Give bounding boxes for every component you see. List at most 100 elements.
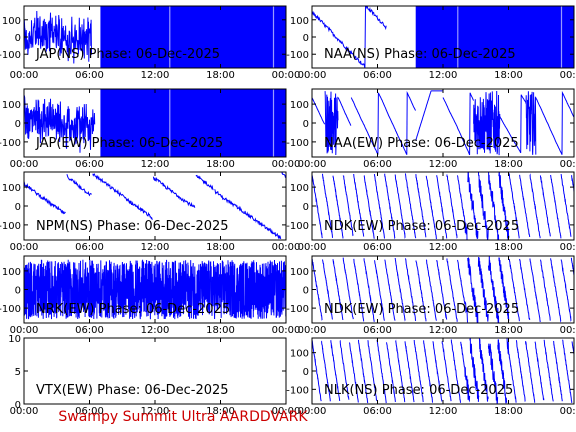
x-tick-label: 00:00 bbox=[560, 70, 576, 81]
series-line bbox=[312, 6, 387, 68]
x-tick-label: 12:00 bbox=[429, 159, 458, 170]
x-tick-label: 00:00 bbox=[272, 70, 301, 81]
x-tick-label: 18:00 bbox=[494, 325, 523, 336]
y-tick-label: 0 bbox=[15, 202, 21, 213]
panel-ndk-ew-2: 100 0 -100 00:00 06:00 12:00 18:00 00:00 NDK(EW)… bbox=[286, 255, 576, 336]
x-tick-label: 12:00 bbox=[141, 325, 170, 336]
y-tick-label: -100 bbox=[286, 385, 309, 396]
series-line bbox=[24, 95, 96, 153]
panel-nrk-ew: 100 0 -100 00:00 06:00 12:00 18:00 00:00 NRK(EW)… bbox=[0, 255, 301, 336]
x-tick-label: 06:00 bbox=[75, 242, 104, 253]
x-tick-label: 12:00 bbox=[141, 70, 170, 81]
x-tick-label: 00:00 bbox=[560, 242, 576, 253]
saturated-trace bbox=[100, 89, 286, 157]
y-tick-label: -100 bbox=[286, 50, 309, 61]
x-tick-label: 12:00 bbox=[429, 242, 458, 253]
trace-ndk-ew-1 bbox=[312, 172, 574, 240]
x-tick-label: 00:00 bbox=[10, 159, 39, 170]
y-tick-label: 10 bbox=[8, 334, 21, 345]
x-tick-label: 00:00 bbox=[298, 70, 327, 81]
y-tick-label: 0 bbox=[303, 202, 309, 213]
x-tick-label: 00:00 bbox=[10, 325, 39, 336]
saturated-trace bbox=[100, 6, 286, 68]
x-tick-label: 18:00 bbox=[494, 242, 523, 253]
y-tick-label: 0 bbox=[15, 33, 21, 44]
gap-mark bbox=[169, 6, 171, 68]
panel-title: NDK(EW) Phase: 06-Dec-2025 bbox=[324, 219, 519, 234]
panel-title: NPM(NS) Phase: 06-Dec-2025 bbox=[36, 219, 229, 234]
x-tick-label: 12:00 bbox=[141, 406, 170, 417]
x-tick-label: 00:00 bbox=[560, 159, 576, 170]
x-tick-label: 00:00 bbox=[298, 242, 327, 253]
x-tick-label: 00:00 bbox=[298, 325, 327, 336]
x-tick-label: 06:00 bbox=[363, 159, 392, 170]
trace-nrk-ew bbox=[24, 259, 286, 320]
y-tick-label: 0 bbox=[303, 119, 309, 130]
x-tick-label: 12:00 bbox=[429, 406, 458, 417]
y-tick-label: 100 bbox=[290, 349, 309, 360]
panel-title: JAP(EW) Phase: 06-Dec-2025 bbox=[35, 136, 223, 151]
y-tick-label: -100 bbox=[286, 304, 309, 315]
y-tick-label: -100 bbox=[0, 138, 21, 149]
station-footer: Swampy Summit Ultra AARDDVARK bbox=[58, 409, 308, 425]
y-tick-label: 0 bbox=[303, 286, 309, 297]
panel-title: VTX(EW) Phase: 06-Dec-2025 bbox=[36, 383, 229, 398]
y-tick-label: 100 bbox=[2, 267, 21, 278]
x-tick-label: 06:00 bbox=[363, 242, 392, 253]
x-tick-label: 06:00 bbox=[75, 70, 104, 81]
series-line bbox=[312, 338, 574, 404]
saturated-trace bbox=[415, 6, 574, 68]
trace-naa-ew bbox=[312, 90, 574, 156]
panel-nlk-ns: 100 0 -100 00:00 06:00 12:00 18:00 00:00 NLK(NS)… bbox=[286, 337, 576, 417]
y-tick-label: 100 bbox=[2, 100, 21, 111]
panel-jap-ns: 100 0 -100 00:00 06:00 12:00 18:00 00:00 JAP(NS)… bbox=[0, 5, 301, 81]
y-tick-label: -100 bbox=[286, 138, 309, 149]
trace-jap-ew bbox=[24, 89, 286, 157]
trace-nlk-ns bbox=[312, 338, 574, 404]
x-tick-label: 18:00 bbox=[494, 70, 523, 81]
x-tick-label: 12:00 bbox=[141, 159, 170, 170]
panel-title: JAP(NS) Phase: 06-Dec-2025 bbox=[35, 47, 220, 62]
series-line bbox=[312, 172, 574, 240]
trace-npm-ns bbox=[24, 172, 286, 240]
x-tick-label: 00:00 bbox=[10, 406, 39, 417]
gap-mark bbox=[272, 89, 275, 157]
x-tick-label: 12:00 bbox=[141, 242, 170, 253]
series-line bbox=[24, 172, 286, 240]
y-tick-label: 100 bbox=[290, 100, 309, 111]
x-tick-label: 06:00 bbox=[363, 70, 392, 81]
y-tick-label: -100 bbox=[0, 304, 21, 315]
y-tick-label: 0 bbox=[15, 400, 21, 411]
y-tick-label: 0 bbox=[303, 367, 309, 378]
y-tick-label: 0 bbox=[15, 119, 21, 130]
x-tick-label: 00:00 bbox=[560, 406, 576, 417]
y-tick-label: 100 bbox=[290, 183, 309, 194]
x-tick-label: 18:00 bbox=[206, 242, 235, 253]
panel-title: NAA(EW) Phase: 06-Dec-2025 bbox=[324, 136, 519, 151]
x-tick-label: 06:00 bbox=[75, 406, 104, 417]
trace-ndk-ew-2 bbox=[312, 256, 574, 323]
x-tick-label: 18:00 bbox=[206, 159, 235, 170]
series-line bbox=[312, 90, 574, 156]
x-tick-label: 00:00 bbox=[10, 242, 39, 253]
panel-npm-ns: 100 0 -100 00:00 06:00 12:00 18:00 00:00 NPM(NS)… bbox=[0, 171, 300, 253]
gap-mark bbox=[560, 6, 563, 68]
x-tick-label: 06:00 bbox=[363, 325, 392, 336]
y-tick-label: -100 bbox=[286, 221, 309, 232]
panel-title: NRK(EW) Phase: 06-Dec-2025 bbox=[36, 302, 230, 317]
y-tick-label: 100 bbox=[2, 16, 21, 27]
x-tick-label: 00:00 bbox=[272, 159, 301, 170]
y-tick-label: 100 bbox=[290, 16, 309, 27]
series-line bbox=[312, 256, 574, 323]
x-tick-label: 00:00 bbox=[272, 325, 301, 336]
x-tick-label: 18:00 bbox=[206, 70, 235, 81]
x-tick-label: 00:00 bbox=[298, 406, 327, 417]
y-tick-label: -100 bbox=[0, 221, 21, 232]
panel-title: NLK(NS) Phase: 06-Dec-2025 bbox=[324, 383, 513, 398]
x-tick-label: 18:00 bbox=[206, 325, 235, 336]
x-tick-label: 12:00 bbox=[429, 70, 458, 81]
y-tick-label: 0 bbox=[15, 286, 21, 297]
panel-ndk-ew-1: 100 0 -100 00:00 06:00 12:00 18:00 00:00 NDK(EW)… bbox=[286, 171, 576, 253]
y-tick-label: 5 bbox=[15, 367, 21, 378]
